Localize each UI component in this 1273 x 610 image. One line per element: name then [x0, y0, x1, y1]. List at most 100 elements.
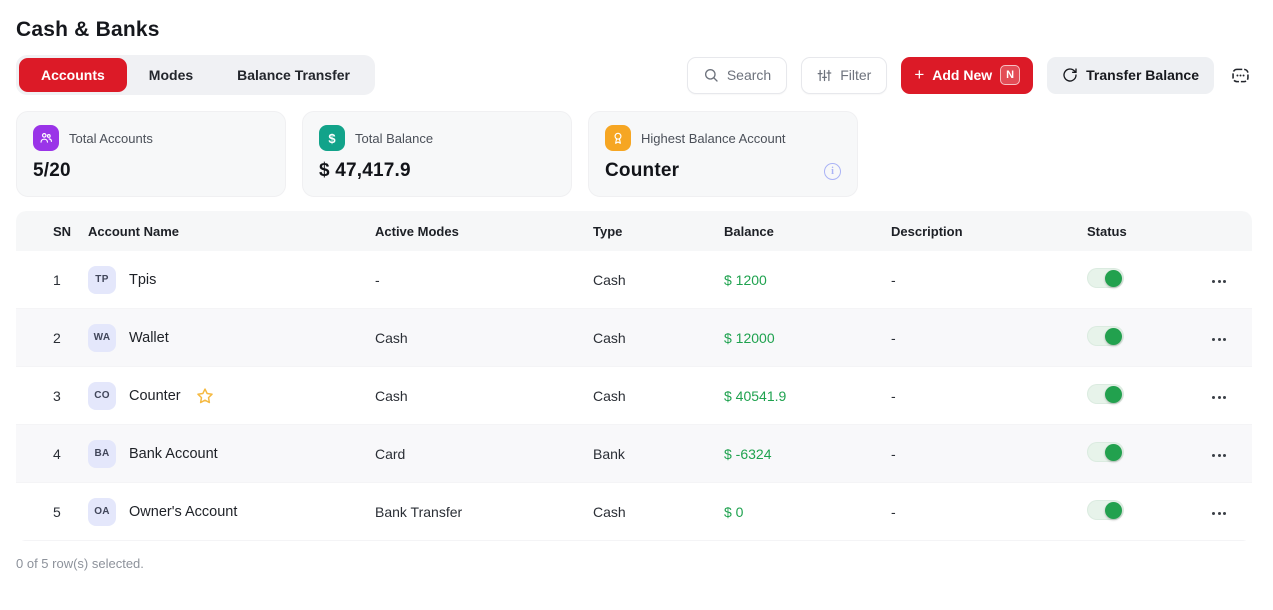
stat-card-total-balance: $ Total Balance $ 47,417.9: [302, 111, 572, 197]
status-toggle[interactable]: [1087, 326, 1124, 346]
status-toggle[interactable]: [1087, 268, 1124, 288]
balance-cell: $ 0: [724, 503, 744, 520]
table-header-row: SN Account Name Active Modes Type Balanc…: [16, 211, 1252, 251]
row-actions-button[interactable]: [1210, 274, 1228, 289]
toggle-knob: [1105, 501, 1122, 519]
search-label: Search: [726, 67, 772, 83]
stat-value: Counter: [605, 160, 680, 181]
description-cell: -: [891, 503, 896, 520]
table-row: 5 OA Owner's Account Bank Transfer Cash …: [16, 483, 1252, 541]
toggle-knob: [1105, 443, 1122, 461]
actions-cell: [1210, 444, 1252, 463]
row-actions-button[interactable]: [1210, 390, 1228, 405]
table-row: 4 BA Bank Account Card Bank $ -6324 -: [16, 425, 1252, 483]
accounts-table: SN Account Name Active Modes Type Balanc…: [16, 211, 1252, 541]
plus-icon: +: [914, 65, 925, 84]
stat-label: Highest Balance Account: [641, 130, 786, 146]
row-sn: 3: [53, 387, 61, 404]
active-modes-cell: Cash: [375, 387, 408, 404]
account-name-cell: BA Bank Account: [88, 439, 375, 468]
search-button[interactable]: Search: [686, 56, 788, 94]
dollar-icon: $: [319, 125, 345, 151]
col-header-sn: SN: [53, 223, 72, 239]
account-avatar: OA: [88, 497, 116, 526]
toggle-knob: [1105, 385, 1122, 403]
account-avatar: WA: [88, 323, 116, 352]
row-sn: 5: [53, 503, 61, 520]
balance-cell: $ 12000: [724, 329, 775, 346]
cash-and-banks-page: Cash & Banks Accounts Modes Balance Tran…: [16, 18, 1252, 571]
account-name-cell: OA Owner's Account: [88, 497, 375, 526]
users-icon: [33, 125, 59, 151]
toggle-knob: [1105, 327, 1122, 345]
status-cell: [1087, 326, 1210, 349]
stat-label: Total Balance: [355, 130, 434, 146]
add-new-button[interactable]: + Add New N: [901, 56, 1034, 94]
table-row: 3 CO Counter Cash Cash $ 40541.9 -: [16, 367, 1252, 425]
selection-summary: 0 of 5 row(s) selected.: [16, 556, 144, 571]
balance-cell: $ 1200: [724, 271, 767, 288]
status-toggle[interactable]: [1087, 500, 1124, 520]
status-toggle[interactable]: [1087, 384, 1124, 404]
account-name-cell: WA Wallet: [88, 323, 375, 352]
account-name: Owner's Account: [129, 503, 238, 520]
tab-balance-transfer[interactable]: Balance Transfer: [215, 58, 372, 92]
tab-group: Accounts Modes Balance Transfer: [16, 55, 375, 95]
stat-value: $ 47,417.9: [319, 160, 411, 181]
page-title: Cash & Banks: [16, 18, 160, 41]
shortcut-badge: N: [1000, 65, 1021, 85]
account-name-cell: CO Counter: [88, 381, 375, 410]
stat-card-highest-balance: Highest Balance Account Counter i: [588, 111, 858, 197]
status-cell: [1087, 500, 1210, 523]
filter-icon: [817, 68, 832, 83]
row-actions-button[interactable]: [1210, 448, 1228, 463]
stat-cards: Total Accounts 5/20 $ Total Balance $ 47…: [16, 111, 1252, 197]
stat-value: 5/20: [33, 160, 71, 181]
quick-actions-button[interactable]: [1228, 63, 1252, 87]
more-square-icon: [1230, 65, 1251, 86]
type-cell: Cash: [593, 329, 626, 346]
account-avatar: BA: [88, 439, 116, 468]
actions-cell: [1210, 502, 1252, 521]
col-header-active-modes: Active Modes: [375, 223, 459, 239]
topbar: Accounts Modes Balance Transfer Search F…: [16, 55, 1252, 95]
toggle-knob: [1105, 269, 1122, 287]
actions-cell: [1210, 270, 1252, 289]
col-header-description: Description: [891, 223, 963, 239]
table-row: 1 TP Tpis - Cash $ 1200 -: [16, 251, 1252, 309]
active-modes-cell: Cash: [375, 329, 408, 346]
status-toggle[interactable]: [1087, 442, 1124, 462]
description-cell: -: [891, 445, 896, 462]
filter-button[interactable]: Filter: [801, 56, 888, 94]
filter-label: Filter: [840, 67, 872, 83]
row-actions-button[interactable]: [1210, 506, 1228, 521]
row-actions-button[interactable]: [1210, 332, 1228, 347]
table-body: 1 TP Tpis - Cash $ 1200 - 2 WA Wallet Ca…: [16, 251, 1252, 541]
stat-label: Total Accounts: [69, 130, 153, 146]
account-avatar: CO: [88, 381, 116, 410]
type-cell: Bank: [593, 445, 625, 462]
status-cell: [1087, 384, 1210, 407]
account-name: Bank Account: [129, 445, 218, 462]
account-avatar: TP: [88, 265, 116, 294]
active-modes-cell: Card: [375, 445, 406, 462]
col-header-type: Type: [593, 223, 623, 239]
tab-accounts[interactable]: Accounts: [19, 58, 127, 92]
award-icon: [605, 125, 631, 151]
transfer-balance-button[interactable]: Transfer Balance: [1047, 56, 1214, 94]
sync-icon: [1062, 67, 1078, 83]
actions-cell: [1210, 328, 1252, 347]
tab-modes[interactable]: Modes: [127, 58, 215, 92]
toolbar: Search Filter + Add New N Transfer Balan…: [686, 56, 1252, 94]
status-cell: [1087, 442, 1210, 465]
active-modes-cell: -: [375, 271, 380, 288]
account-name: Tpis: [129, 271, 157, 288]
add-new-label: Add New: [932, 67, 993, 83]
type-cell: Cash: [593, 387, 626, 404]
description-cell: -: [891, 387, 896, 404]
type-cell: Cash: [593, 503, 626, 520]
row-sn: 2: [53, 329, 61, 346]
info-icon[interactable]: i: [824, 162, 841, 180]
balance-cell: $ 40541.9: [724, 387, 787, 404]
stat-card-total-accounts: Total Accounts 5/20: [16, 111, 286, 197]
